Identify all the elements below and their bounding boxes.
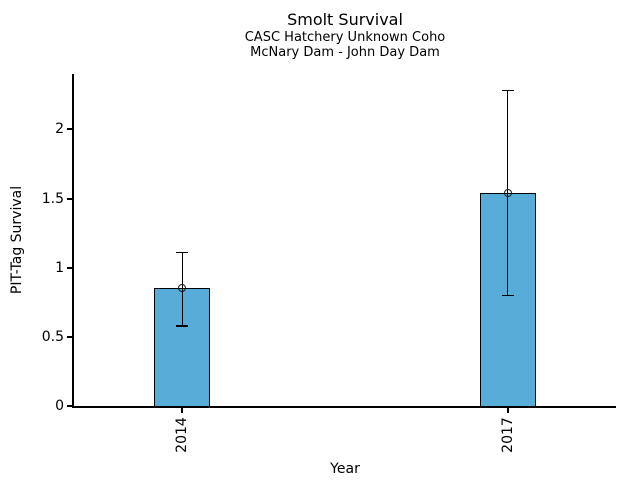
chart-header: Smolt Survival CASC Hatchery Unknown Coh… <box>74 10 616 60</box>
x-tick-mark <box>506 408 509 413</box>
x-axis-label: Year <box>330 461 360 477</box>
y-tick-mark <box>67 335 72 338</box>
mean-marker-2014 <box>178 284 187 293</box>
error-bar-cap-bottom-2014 <box>176 325 189 327</box>
error-bar-cap-top-2017 <box>501 89 514 92</box>
chart-title: Smolt Survival <box>287 10 403 29</box>
y-tick-label: 1.5 <box>41 190 64 207</box>
x-axis-spine <box>72 406 616 408</box>
x-tick-mark <box>181 408 184 413</box>
y-tick-label: 1 <box>55 259 64 276</box>
y-tick-label: 0 <box>55 398 64 414</box>
bar-2014 <box>154 288 211 407</box>
chart-subtitle-line1: CASC Hatchery Unknown Coho <box>244 30 446 45</box>
mean-marker-2017 <box>503 188 512 197</box>
error-bar-cap-bottom-2017 <box>501 294 514 297</box>
chart-subtitle-line2: McNary Dam - John Day Dam <box>250 45 440 60</box>
x-tick-label-2017: 2017 <box>499 417 516 453</box>
error-bar-cap-top-2014 <box>176 251 189 254</box>
y-tick-mark <box>67 128 72 131</box>
y-axis-spine <box>72 74 74 408</box>
y-tick-mark <box>67 405 72 407</box>
y-axis-label: PIT-Tag Survival <box>9 185 25 295</box>
x-tick-label-2014: 2014 <box>174 417 191 453</box>
y-tick-mark <box>67 197 72 200</box>
y-tick-label: 0.5 <box>41 328 64 345</box>
y-tick-mark <box>67 266 72 269</box>
y-tick-label: 2 <box>55 121 64 138</box>
